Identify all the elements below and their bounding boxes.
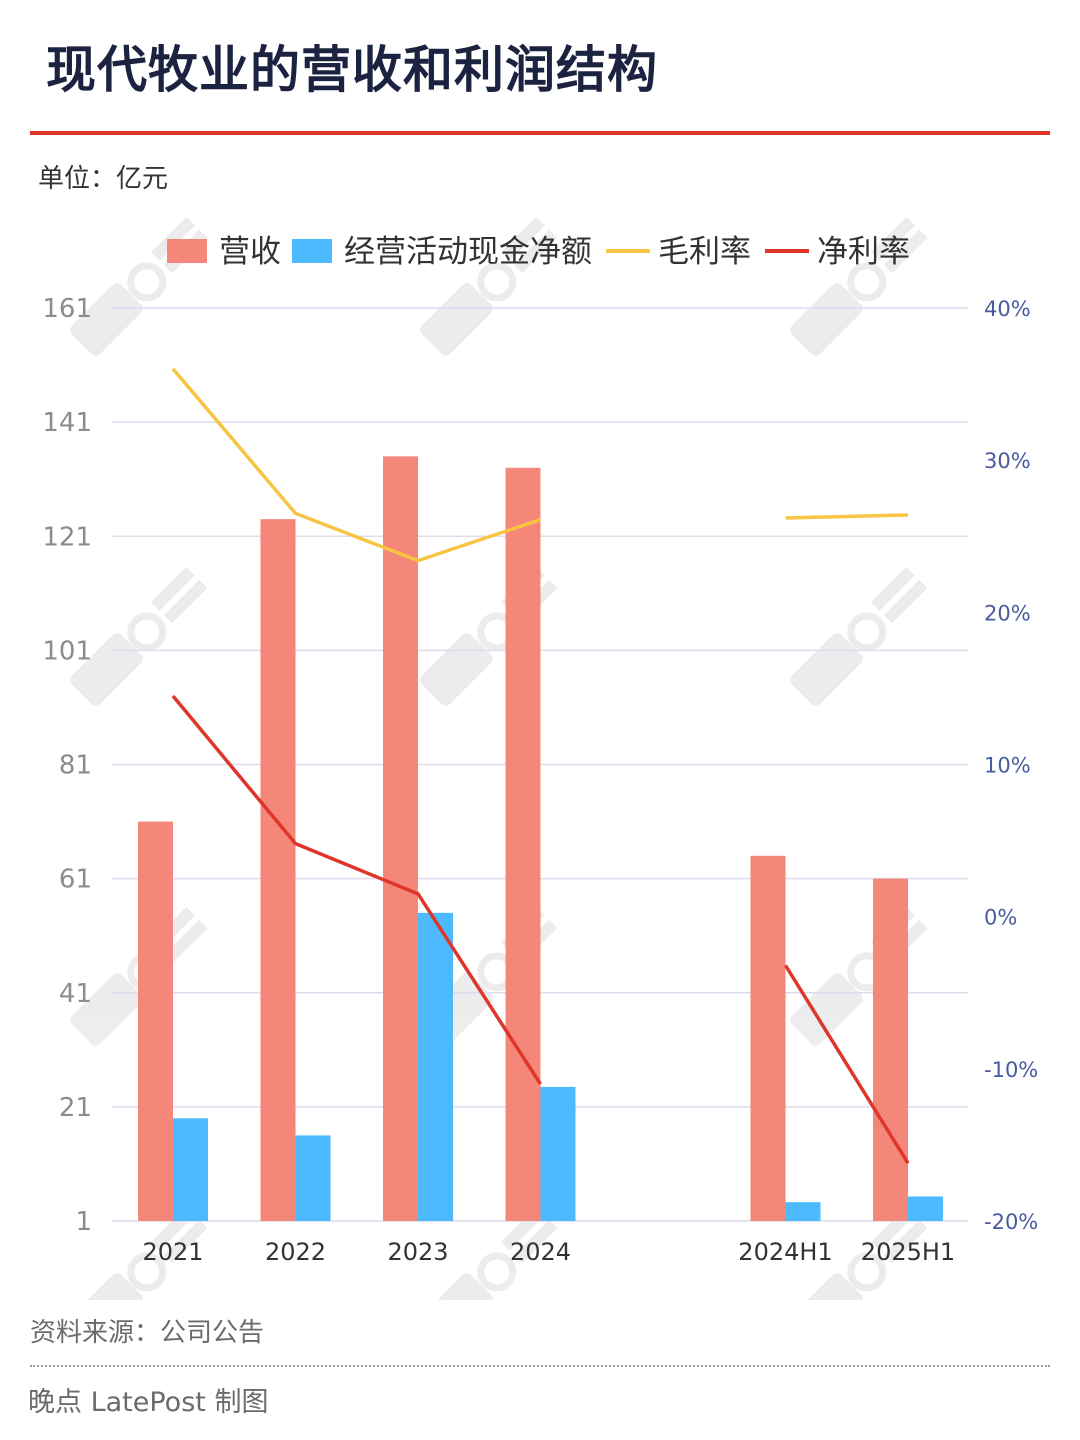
bar-revenue (873, 878, 908, 1221)
right-tick-label: -20% (984, 1210, 1038, 1234)
legend: 营收 经营活动现金净额 毛利率 净利率 (167, 234, 910, 270)
line-gross-margin (785, 513, 909, 520)
legend-label: 经营活动现金净额 (344, 234, 592, 270)
x-tick-label: 2024H1 (738, 1238, 832, 1266)
bar-cashflow (418, 912, 453, 1221)
chart: 161 141 121 101 81 61 41 21 1 40% 30% 20% 10% 0% -10%… (42, 216, 1038, 1300)
source-note: 资料来源：公司公告 (30, 1318, 265, 1348)
right-tick-label: 40% (984, 297, 1031, 321)
watermark-logo (70, 566, 208, 706)
watermark-logo (790, 906, 928, 1046)
left-tick-label: 41 (59, 979, 92, 1009)
bar-cashflow (540, 1086, 576, 1221)
x-tick-label: 2024 (510, 1238, 571, 1266)
bar-cashflow (295, 1135, 331, 1221)
bars-layer (138, 456, 943, 1221)
footer-divider (30, 1365, 1050, 1367)
watermark-logo (70, 216, 208, 356)
line-net-margin (784, 964, 910, 1165)
watermark-logo (790, 216, 928, 356)
right-tick-label: 0% (984, 906, 1017, 930)
right-axis-ticks: 40% 30% 20% 10% 0% -10% -20% (984, 297, 1038, 1234)
bar-revenue (750, 855, 786, 1221)
right-tick-label: -10% (984, 1058, 1038, 1082)
legend-swatch (292, 239, 332, 263)
bar-cashflow (908, 1196, 943, 1221)
left-tick-label: 61 (59, 865, 92, 895)
x-tick-label: 2025H1 (861, 1238, 955, 1266)
legend-gross-margin: 毛利率 (606, 234, 751, 270)
legend-net-margin: 净利率 (765, 234, 910, 270)
left-tick-label: 81 (59, 751, 92, 781)
x-tick-label: 2023 (387, 1238, 448, 1266)
left-tick-label: 161 (42, 294, 92, 324)
title-divider (30, 131, 1050, 135)
right-tick-label: 30% (984, 449, 1031, 473)
lines-layer (171, 367, 910, 1165)
legend-cashflow: 经营活动现金净额 (292, 234, 592, 270)
legend-label: 营收 (219, 234, 281, 270)
line-net-margin (171, 694, 542, 1085)
legend-swatch (167, 239, 207, 263)
legend-label: 净利率 (817, 234, 910, 270)
bar-revenue (383, 456, 418, 1221)
left-tick-label: 1 (75, 1207, 92, 1237)
watermark-logo (420, 216, 558, 356)
left-tick-label: 21 (59, 1093, 92, 1123)
bar-revenue (505, 467, 541, 1221)
legend-revenue: 营收 (167, 234, 281, 270)
x-tick-label: 2021 (142, 1238, 203, 1266)
left-tick-label: 121 (42, 522, 92, 552)
unit-label: 单位：亿元 (38, 164, 169, 194)
left-tick-label: 101 (42, 636, 92, 666)
left-tick-label: 141 (42, 408, 92, 438)
bar-cashflow (173, 1118, 208, 1221)
credit-note: 晚点 LatePost 制图 (28, 1387, 269, 1418)
bar-cashflow (785, 1202, 821, 1221)
left-axis-ticks: 161 141 121 101 81 61 41 21 1 (42, 294, 92, 1237)
right-tick-label: 10% (984, 754, 1031, 778)
bar-revenue (138, 821, 173, 1221)
x-tick-label: 2022 (265, 1238, 326, 1266)
legend-label: 毛利率 (658, 234, 751, 270)
x-axis-ticks: 2021 2022 2023 2024 2024H1 2025H1 (142, 1238, 955, 1266)
right-tick-label: 20% (984, 601, 1031, 625)
chart-title: 现代牧业的营收和利润结构 (46, 41, 658, 99)
watermark-logo (790, 566, 928, 706)
bar-revenue (260, 519, 296, 1221)
line-gross-margin (171, 367, 542, 563)
